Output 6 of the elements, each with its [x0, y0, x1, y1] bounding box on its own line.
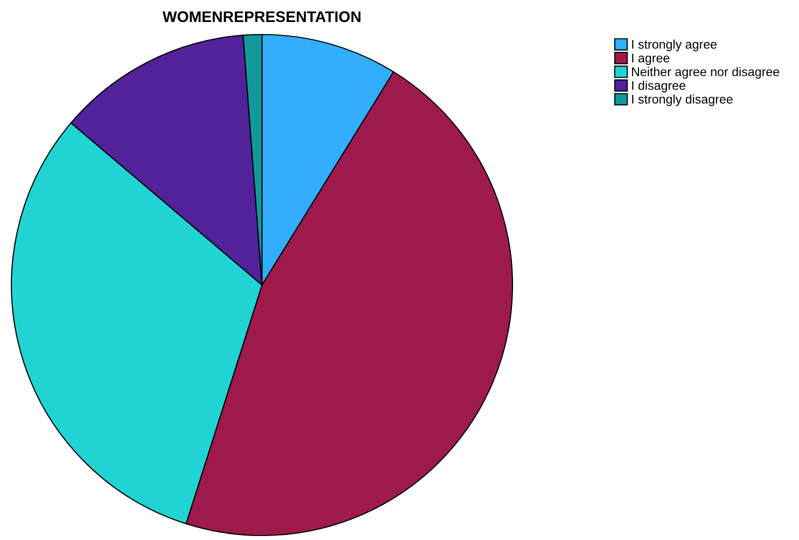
legend-label: Neither agree nor disagree — [632, 67, 780, 79]
legend-label: I agree — [632, 54, 670, 65]
legend-label: I strongly agree — [632, 40, 717, 52]
legend-label: I disagree — [632, 80, 686, 92]
legend-label: I strongly disagree — [632, 94, 733, 106]
chart-title: WOMENREPRESENTATION — [162, 11, 360, 22]
